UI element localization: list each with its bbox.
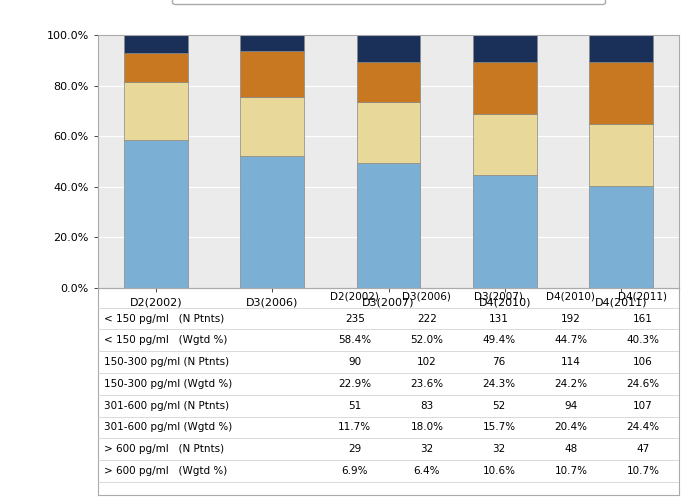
Text: 106: 106 bbox=[633, 357, 653, 367]
Text: 90: 90 bbox=[348, 357, 361, 367]
Bar bbox=[124, 82, 188, 140]
Text: 131: 131 bbox=[489, 314, 509, 324]
Text: 51: 51 bbox=[348, 400, 361, 410]
Text: 24.6%: 24.6% bbox=[626, 379, 659, 389]
Bar bbox=[473, 114, 537, 175]
Bar bbox=[124, 140, 188, 288]
Bar bbox=[240, 96, 304, 156]
Bar bbox=[240, 51, 304, 96]
Text: 10.7%: 10.7% bbox=[554, 466, 587, 476]
Text: 107: 107 bbox=[633, 400, 653, 410]
Text: 10.7%: 10.7% bbox=[626, 466, 659, 476]
Bar bbox=[589, 124, 653, 186]
Text: > 600 pg/ml   (Wgtd %): > 600 pg/ml (Wgtd %) bbox=[104, 466, 227, 476]
Text: 29: 29 bbox=[348, 444, 361, 454]
Text: 58.4%: 58.4% bbox=[338, 336, 372, 345]
Bar bbox=[356, 35, 421, 62]
Text: 40.3%: 40.3% bbox=[626, 336, 659, 345]
Text: 150-300 pg/ml (N Ptnts): 150-300 pg/ml (N Ptnts) bbox=[104, 357, 229, 367]
Text: 52: 52 bbox=[492, 400, 505, 410]
Text: D4(2010): D4(2010) bbox=[547, 292, 596, 302]
Text: 24.2%: 24.2% bbox=[554, 379, 587, 389]
Bar bbox=[589, 62, 653, 124]
Bar bbox=[356, 102, 421, 163]
Text: 10.6%: 10.6% bbox=[482, 466, 515, 476]
Text: 24.4%: 24.4% bbox=[626, 422, 659, 432]
Text: 102: 102 bbox=[417, 357, 437, 367]
Text: 23.6%: 23.6% bbox=[410, 379, 443, 389]
Bar bbox=[473, 35, 537, 62]
Bar bbox=[356, 163, 421, 288]
Text: 94: 94 bbox=[564, 400, 578, 410]
Legend: < 150 pg/ml, 150-300 pg/ml, 301-600 pg/ml, > 600 pg/ml: < 150 pg/ml, 150-300 pg/ml, 301-600 pg/m… bbox=[172, 0, 605, 4]
Text: 22.9%: 22.9% bbox=[338, 379, 372, 389]
Text: 47: 47 bbox=[636, 444, 650, 454]
Bar bbox=[124, 52, 188, 82]
Bar bbox=[240, 35, 304, 51]
Bar bbox=[473, 62, 537, 114]
Text: 222: 222 bbox=[417, 314, 437, 324]
Text: 76: 76 bbox=[492, 357, 505, 367]
Text: 301-600 pg/ml (Wgtd %): 301-600 pg/ml (Wgtd %) bbox=[104, 422, 232, 432]
Text: 32: 32 bbox=[420, 444, 433, 454]
Text: 150-300 pg/ml (Wgtd %): 150-300 pg/ml (Wgtd %) bbox=[104, 379, 232, 389]
Text: 192: 192 bbox=[561, 314, 581, 324]
Text: < 150 pg/ml   (Wgtd %): < 150 pg/ml (Wgtd %) bbox=[104, 336, 228, 345]
Text: < 150 pg/ml   (N Ptnts): < 150 pg/ml (N Ptnts) bbox=[104, 314, 224, 324]
Text: > 600 pg/ml   (N Ptnts): > 600 pg/ml (N Ptnts) bbox=[104, 444, 224, 454]
Text: 18.0%: 18.0% bbox=[410, 422, 443, 432]
Text: 235: 235 bbox=[345, 314, 365, 324]
Text: D2(2002): D2(2002) bbox=[330, 292, 379, 302]
Text: 52.0%: 52.0% bbox=[410, 336, 443, 345]
Text: D3(2006): D3(2006) bbox=[402, 292, 452, 302]
Bar bbox=[356, 62, 421, 102]
Text: 11.7%: 11.7% bbox=[338, 422, 372, 432]
Text: D3(2007): D3(2007) bbox=[475, 292, 524, 302]
Text: 32: 32 bbox=[492, 444, 505, 454]
Text: 15.7%: 15.7% bbox=[482, 422, 515, 432]
Text: 301-600 pg/ml (N Ptnts): 301-600 pg/ml (N Ptnts) bbox=[104, 400, 229, 410]
Text: 83: 83 bbox=[420, 400, 433, 410]
Text: 20.4%: 20.4% bbox=[554, 422, 587, 432]
Text: 44.7%: 44.7% bbox=[554, 336, 587, 345]
Bar bbox=[124, 36, 188, 52]
Text: 161: 161 bbox=[633, 314, 653, 324]
Text: 49.4%: 49.4% bbox=[482, 336, 515, 345]
Bar bbox=[589, 35, 653, 62]
Text: 6.9%: 6.9% bbox=[342, 466, 368, 476]
Text: D4(2011): D4(2011) bbox=[619, 292, 668, 302]
Text: 24.3%: 24.3% bbox=[482, 379, 515, 389]
Bar bbox=[473, 175, 537, 288]
Bar bbox=[589, 186, 653, 288]
Text: 48: 48 bbox=[564, 444, 578, 454]
Bar bbox=[240, 156, 304, 288]
Text: 114: 114 bbox=[561, 357, 581, 367]
Text: 6.4%: 6.4% bbox=[414, 466, 440, 476]
